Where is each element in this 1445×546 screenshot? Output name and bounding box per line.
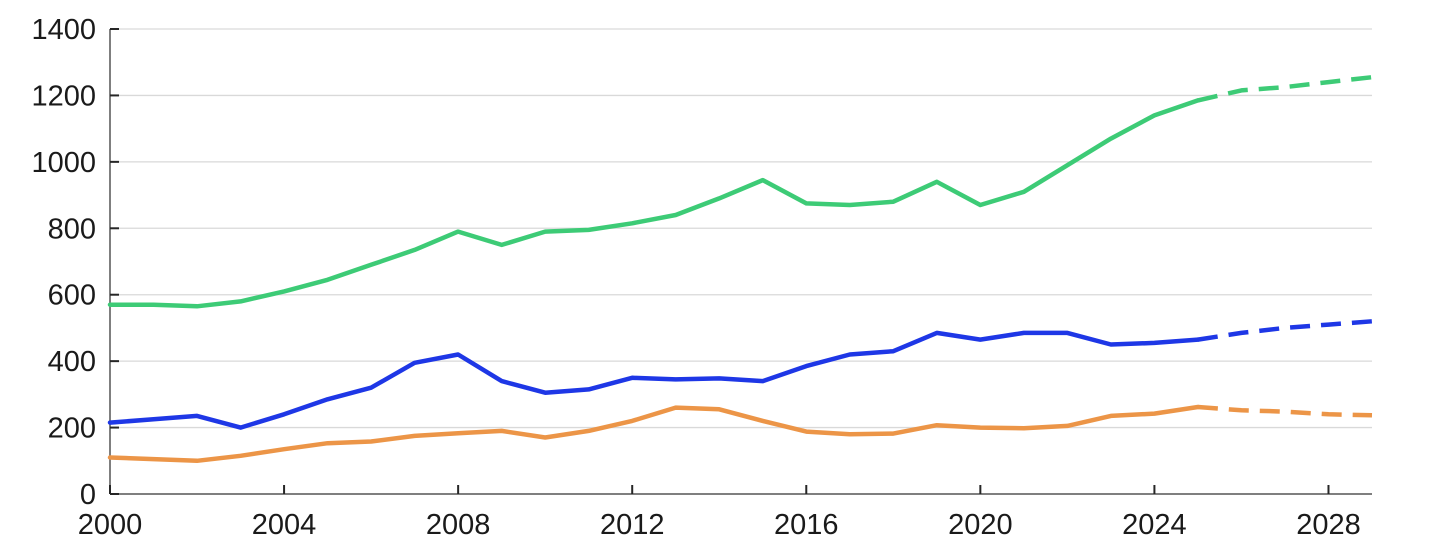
series-green-series-line-forecast-dashed xyxy=(1197,74,1373,103)
y-axis-tick-label: 1400 xyxy=(31,14,96,46)
x-axis-tick-label: 2004 xyxy=(252,509,317,541)
series-green-series-line-solid xyxy=(107,98,1201,309)
y-axis-tick-label: 600 xyxy=(48,280,96,312)
series-blue-series-line-forecast-dashed xyxy=(1197,319,1373,342)
series-orange-series-line-forecast-dashed xyxy=(1197,404,1373,418)
x-axis-tick-label: 2008 xyxy=(426,509,491,541)
y-axis-tick-label: 1200 xyxy=(31,80,96,112)
y-axis-tick-label: 1000 xyxy=(31,147,96,179)
x-axis-tick-label: 2016 xyxy=(774,509,839,541)
y-axis-tick-label: 400 xyxy=(48,346,96,378)
x-axis-tick-label: 2020 xyxy=(948,509,1013,541)
series-orange-series-line-solid xyxy=(107,404,1201,464)
x-axis-tick-label: 2000 xyxy=(78,509,143,541)
y-axis-tick-label: 800 xyxy=(48,213,96,245)
y-axis-tick-label: 0 xyxy=(80,479,96,511)
x-axis-tick-label: 2028 xyxy=(1296,509,1361,541)
y-axis-tick-label: 200 xyxy=(48,413,96,445)
x-axis-tick-label: 2012 xyxy=(600,509,665,541)
series-blue-series-line-solid xyxy=(107,330,1201,430)
x-axis-tick-label: 2024 xyxy=(1122,509,1187,541)
